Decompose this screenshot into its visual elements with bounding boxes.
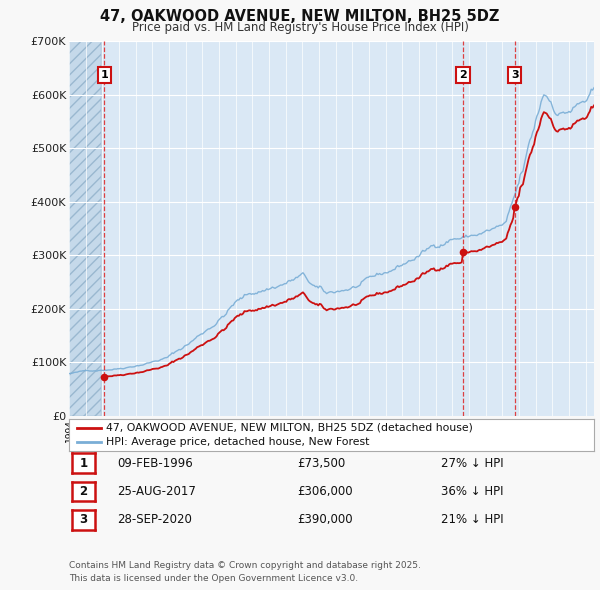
Text: HPI: Average price, detached house, New Forest: HPI: Average price, detached house, New …	[106, 437, 369, 447]
Text: 28-SEP-2020: 28-SEP-2020	[117, 513, 192, 526]
Text: £306,000: £306,000	[297, 485, 353, 498]
Text: 1: 1	[100, 70, 108, 80]
Text: 21% ↓ HPI: 21% ↓ HPI	[441, 513, 503, 526]
Text: Contains HM Land Registry data © Crown copyright and database right 2025.
This d: Contains HM Land Registry data © Crown c…	[69, 562, 421, 583]
Text: Price paid vs. HM Land Registry's House Price Index (HPI): Price paid vs. HM Land Registry's House …	[131, 21, 469, 34]
Text: £73,500: £73,500	[297, 457, 345, 470]
Text: 2: 2	[459, 70, 467, 80]
Text: 47, OAKWOOD AVENUE, NEW MILTON, BH25 5DZ: 47, OAKWOOD AVENUE, NEW MILTON, BH25 5DZ	[100, 9, 500, 24]
Text: 36% ↓ HPI: 36% ↓ HPI	[441, 485, 503, 498]
Text: 47, OAKWOOD AVENUE, NEW MILTON, BH25 5DZ (detached house): 47, OAKWOOD AVENUE, NEW MILTON, BH25 5DZ…	[106, 423, 473, 433]
Text: 09-FEB-1996: 09-FEB-1996	[117, 457, 193, 470]
Text: 27% ↓ HPI: 27% ↓ HPI	[441, 457, 503, 470]
Bar	[69, 41, 101, 416]
Bar	[69, 41, 101, 416]
Text: 3: 3	[79, 513, 88, 526]
Text: 1: 1	[79, 457, 88, 470]
Text: 2: 2	[79, 485, 88, 498]
Text: 3: 3	[511, 70, 518, 80]
Text: 25-AUG-2017: 25-AUG-2017	[117, 485, 196, 498]
Text: £390,000: £390,000	[297, 513, 353, 526]
